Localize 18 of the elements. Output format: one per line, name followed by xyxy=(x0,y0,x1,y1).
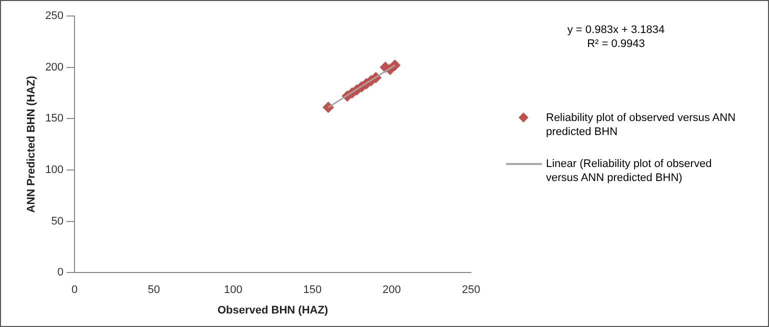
y-tick-label: 50 xyxy=(51,215,64,228)
x-tick-label: 0 xyxy=(71,284,78,296)
text: y = 0.983x + 3.1834 xyxy=(566,23,666,37)
y-tick-label: 0 xyxy=(57,266,64,279)
x-tick-label: 150 xyxy=(303,284,322,296)
y-tick-label: 150 xyxy=(45,112,64,125)
y-tick-label: 200 xyxy=(45,61,64,74)
y-tick-label: 100 xyxy=(45,164,64,176)
y-tick-label: 250 xyxy=(45,10,64,22)
legend-label: Linear (Reliability plot of observed versus ANN predicted BHN) xyxy=(546,157,713,185)
x-tick-label: 250 xyxy=(462,284,480,296)
x-axis-title: Observed BHN (HAZ) xyxy=(217,304,328,316)
y-axis-title: ANN Predicted BHN (HAZ) xyxy=(26,76,38,213)
text: R² = 0.9943 xyxy=(586,37,646,51)
legend-label: Reliability plot of observed versus ANN predicted BHN xyxy=(546,111,737,139)
x-tick-label: 200 xyxy=(382,284,401,296)
x-tick-label: 100 xyxy=(224,284,242,296)
x-tick-label: 50 xyxy=(148,284,160,296)
